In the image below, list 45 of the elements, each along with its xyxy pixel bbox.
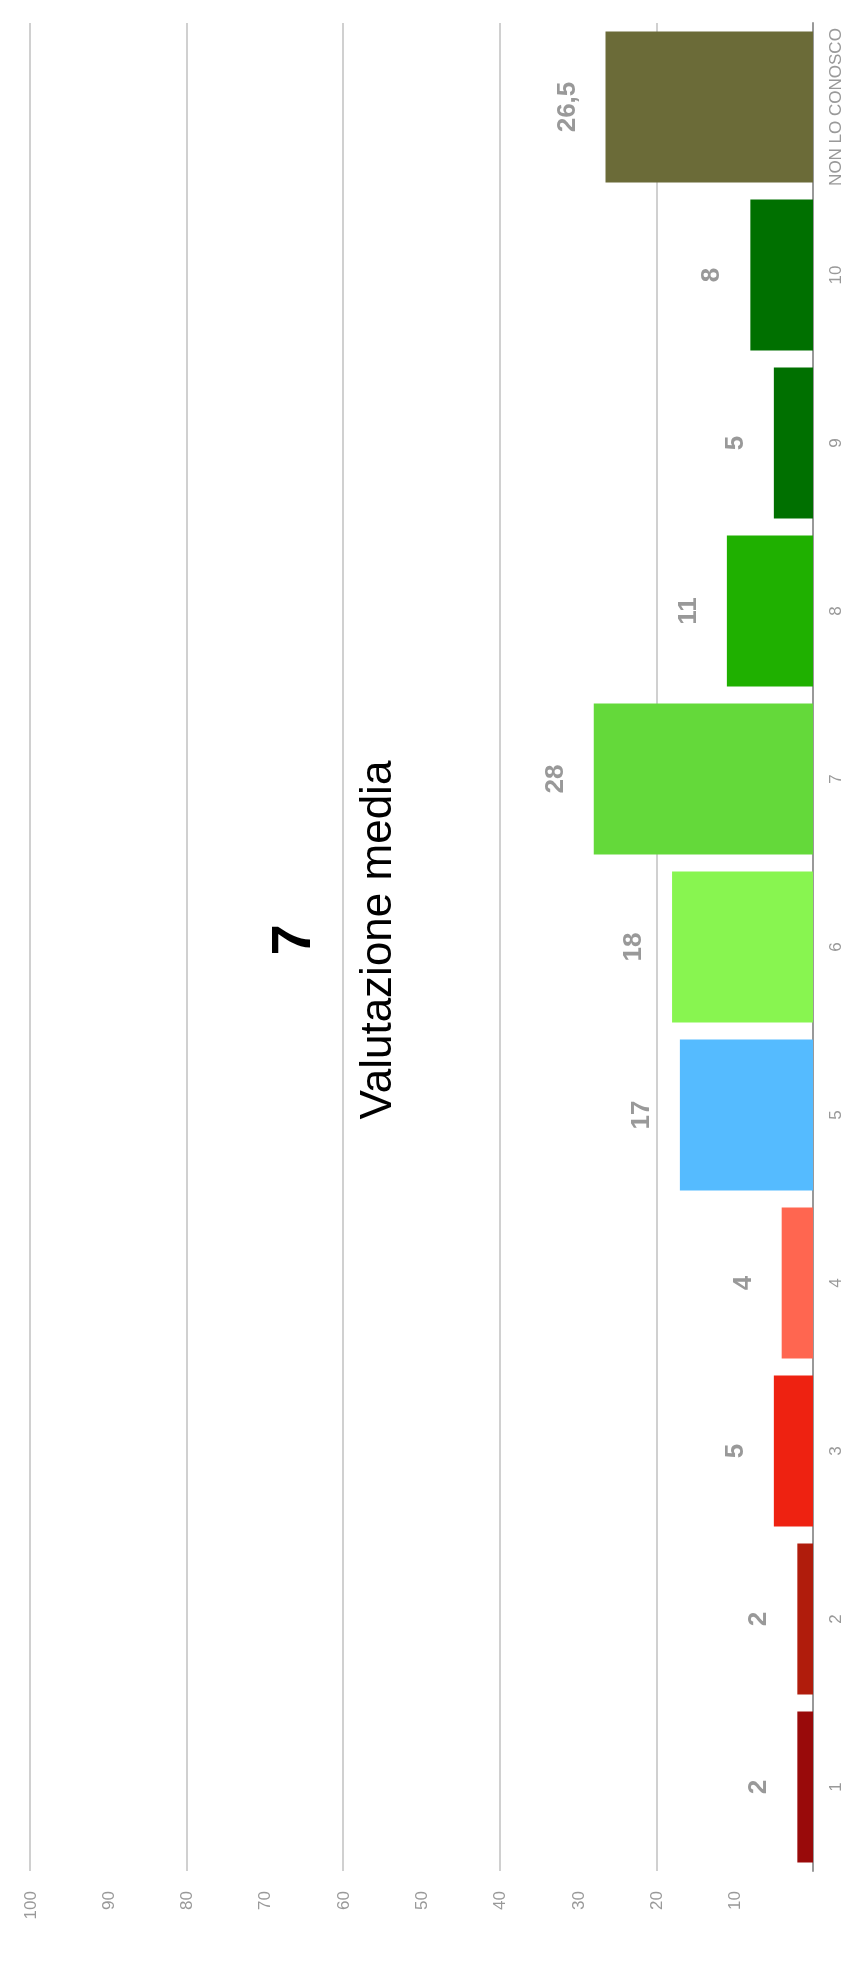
- bar: [797, 1543, 813, 1695]
- data-label: 2: [742, 1779, 773, 1795]
- bar: [672, 871, 813, 1023]
- bar: [593, 703, 813, 855]
- data-label: 28: [538, 764, 569, 794]
- bar: [781, 1207, 813, 1359]
- bar: [797, 1711, 813, 1863]
- y-tick-label: 9: [826, 438, 845, 448]
- x-tick-label: 100: [20, 1891, 40, 1920]
- y-tick-label: NON LO CONOSCO: [826, 28, 845, 186]
- bar: [773, 1375, 813, 1527]
- x-tick-label: 10: [725, 1891, 745, 1910]
- y-tick-label: 8: [826, 606, 845, 616]
- x-tick-label: 80: [177, 1891, 197, 1910]
- x-tick-label: 30: [568, 1891, 588, 1910]
- x-tick-label: 70: [255, 1891, 275, 1910]
- x-tick-label: 60: [333, 1891, 353, 1910]
- data-label: 18: [617, 932, 648, 962]
- bar: [679, 1039, 813, 1191]
- annotation: Valutazione media: [350, 760, 400, 1120]
- y-tick-label: 10: [826, 265, 845, 285]
- y-tick-label: 2: [826, 1614, 845, 1624]
- data-label: 5: [718, 435, 749, 451]
- data-label: 17: [624, 1100, 655, 1130]
- data-label: 4: [726, 1275, 757, 1291]
- annotation: 7: [258, 924, 322, 956]
- y-tick-label: 3: [826, 1446, 845, 1456]
- y-tick-label: 5: [826, 1110, 845, 1120]
- y-tick-label: 4: [826, 1278, 845, 1288]
- x-tick-label: 90: [98, 1891, 118, 1910]
- x-tick-label: 40: [490, 1891, 510, 1910]
- data-label: 2: [742, 1611, 773, 1627]
- bar: [750, 199, 813, 351]
- bar: [773, 367, 813, 519]
- bar: [605, 31, 813, 183]
- y-tick-label: 7: [826, 774, 845, 784]
- data-label: 26,5: [550, 81, 581, 133]
- data-label: 5: [718, 1443, 749, 1459]
- data-label: 8: [695, 267, 726, 283]
- data-label: 11: [671, 597, 702, 625]
- x-tick-label: 50: [412, 1891, 431, 1910]
- y-tick-label: 6: [826, 942, 845, 952]
- bar: [726, 535, 813, 687]
- y-tick-label: 1: [826, 1782, 845, 1792]
- x-tick-label: 20: [646, 1891, 666, 1910]
